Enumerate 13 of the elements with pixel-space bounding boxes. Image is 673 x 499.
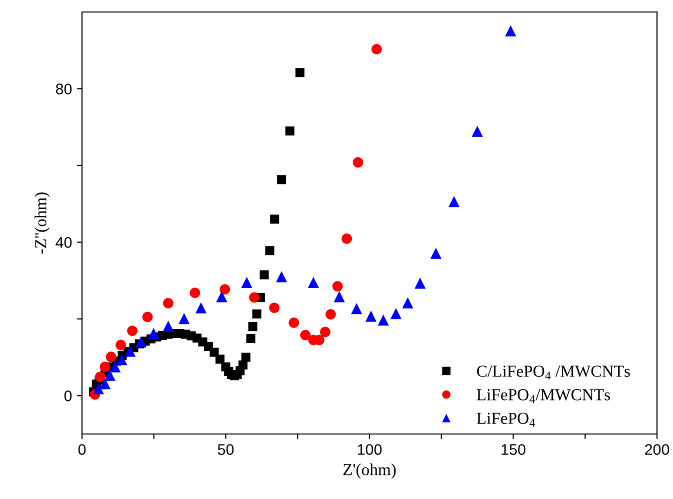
legend-label: LiFePO$_{4}$ <box>476 412 535 426</box>
y-tick-label: 40 <box>56 237 72 248</box>
legend-label: LiFePO$_{4}$/MWCNTs <box>476 389 610 403</box>
y-axis-title: -Z''(ohm) <box>34 192 50 254</box>
y-tick-label: 0 <box>64 390 72 402</box>
x-tick-label: 150 <box>502 444 526 455</box>
x-tick-label: 0 <box>78 444 86 455</box>
y-tick-label: 80 <box>56 84 72 94</box>
x-tick-label: 100 <box>358 444 382 455</box>
x-axis-title: Z'(ohm) <box>343 464 396 479</box>
x-tick-label: 200 <box>645 444 670 455</box>
x-tick-label: 50 <box>218 444 234 455</box>
legend-label: C/LiFePO$_{4}$ /MWCNTs <box>477 366 630 380</box>
